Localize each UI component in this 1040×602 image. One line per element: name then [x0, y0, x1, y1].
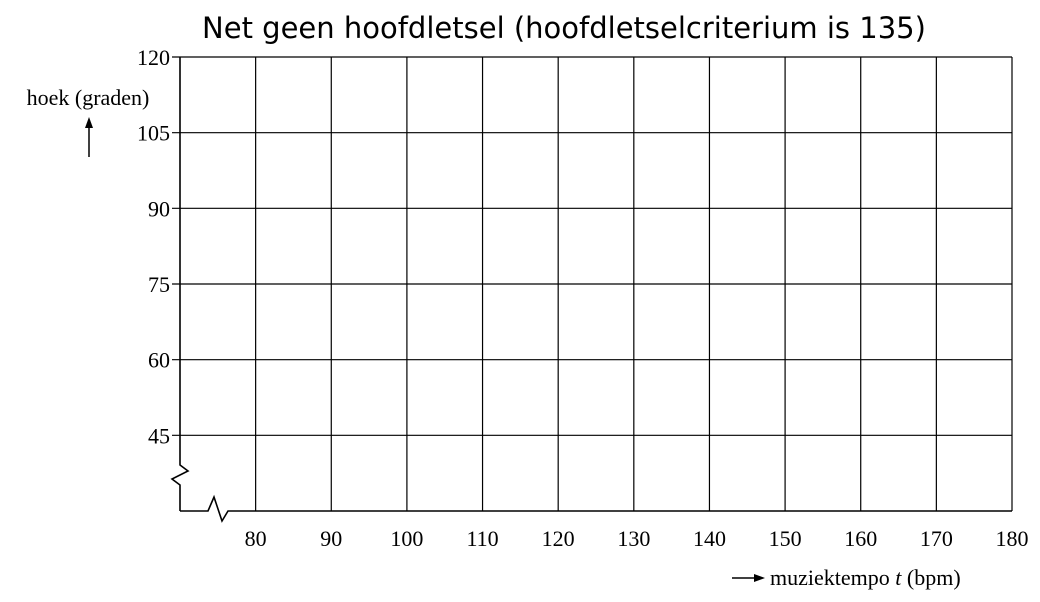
axes — [170, 57, 1012, 523]
x-tick-label-120: 120 — [542, 526, 575, 551]
tick-labels: 80 90 100 110 120 130 140 150 160 170 180 45 60 75 90 1… — [137, 45, 1029, 551]
y-tick-label-90: 90 — [148, 196, 170, 221]
y-tick-label-45: 45 — [148, 423, 170, 448]
chart-title: Net geen hoofdletsel (hoofdletselcriteri… — [202, 11, 926, 45]
x-tick-label-80: 80 — [245, 526, 267, 551]
x-axis-label-name: muziektempo — [770, 565, 890, 590]
x-tick-label-180: 180 — [996, 526, 1029, 551]
y-axis-label: hoek (graden) — [27, 85, 150, 110]
x-axis-label-unit: (bpm) — [907, 565, 961, 590]
y-axis-line — [170, 57, 190, 511]
y-tick-label-120: 120 — [137, 45, 170, 70]
x-axis-label-var: t — [895, 565, 902, 590]
grid — [172, 56, 1013, 511]
x-tick-label-160: 160 — [844, 526, 877, 551]
x-tick-label-100: 100 — [390, 526, 423, 551]
x-axis-line — [180, 494, 1012, 523]
x-axis-label: muziektempo t (bpm) — [770, 565, 961, 590]
y-axis-arrow-icon — [85, 117, 93, 157]
x-tick-label-150: 150 — [769, 526, 802, 551]
y-tick-label-105: 105 — [137, 121, 170, 146]
x-tick-label-110: 110 — [466, 526, 498, 551]
y-tick-label-75: 75 — [148, 272, 170, 297]
y-tick-label-60: 60 — [148, 348, 170, 373]
x-tick-label-90: 90 — [320, 526, 342, 551]
x-tick-label-140: 140 — [693, 526, 726, 551]
x-axis-arrow-icon — [732, 574, 765, 582]
x-tick-label-130: 130 — [617, 526, 650, 551]
x-tick-label-170: 170 — [920, 526, 953, 551]
